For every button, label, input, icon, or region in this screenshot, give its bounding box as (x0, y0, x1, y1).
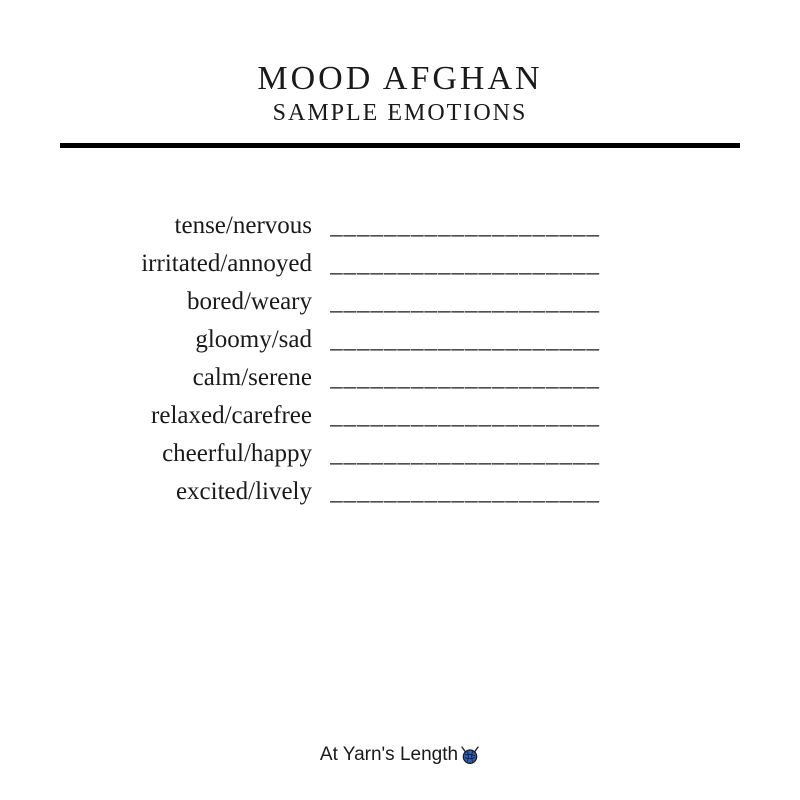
emotions-list: tense/nervous ____________________ irrit… (60, 212, 740, 506)
brand-text: At Yarn's Length (320, 744, 458, 765)
header: MOOD AFGHAN SAMPLE EMOTIONS (60, 60, 740, 127)
list-item: excited/lively ____________________ (70, 478, 730, 506)
blank-line: ____________________ (330, 212, 730, 240)
yarn-ball-icon (460, 745, 480, 765)
list-item: bored/weary ____________________ (70, 288, 730, 316)
list-item: gloomy/sad ____________________ (70, 326, 730, 354)
blank-line: ____________________ (330, 440, 730, 468)
emotion-label: bored/weary (70, 288, 330, 316)
emotion-label: tense/nervous (70, 212, 330, 240)
blank-line: ____________________ (330, 326, 730, 354)
emotion-label: excited/lively (70, 478, 330, 506)
emotion-label: calm/serene (70, 364, 330, 392)
emotion-label: irritated/annoyed (70, 250, 330, 278)
footer-brand: At Yarn's Length (0, 744, 800, 766)
emotion-label: cheerful/happy (70, 440, 330, 468)
emotion-label: relaxed/carefree (70, 402, 330, 430)
blank-line: ____________________ (330, 288, 730, 316)
list-item: calm/serene ____________________ (70, 364, 730, 392)
list-item: cheerful/happy ____________________ (70, 440, 730, 468)
list-item: irritated/annoyed ____________________ (70, 250, 730, 278)
list-item: tense/nervous ____________________ (70, 212, 730, 240)
blank-line: ____________________ (330, 478, 730, 506)
list-item: relaxed/carefree ____________________ (70, 402, 730, 430)
blank-line: ____________________ (330, 402, 730, 430)
page-subtitle: SAMPLE EMOTIONS (60, 100, 740, 127)
header-divider (60, 143, 740, 148)
emotion-label: gloomy/sad (70, 326, 330, 354)
blank-line: ____________________ (330, 364, 730, 392)
page-title: MOOD AFGHAN (60, 60, 740, 98)
blank-line: ____________________ (330, 250, 730, 278)
